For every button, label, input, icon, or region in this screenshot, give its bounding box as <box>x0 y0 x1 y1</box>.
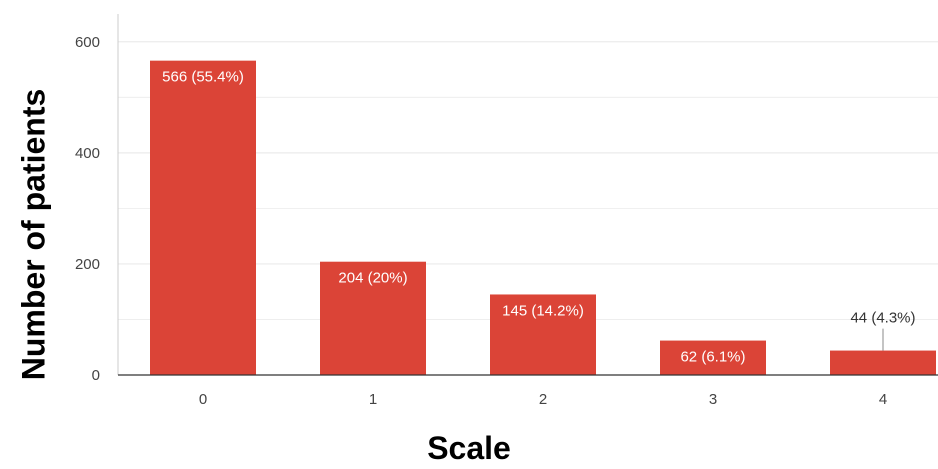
data-labels: 566 (55.4%) 204 (20%) 145 (14.2%) 62 (6.1%)… <box>162 69 915 366</box>
y-tick-label: 400 <box>75 145 100 162</box>
data-label: 145 (14.2%) <box>502 302 584 319</box>
y-tick-label: 600 <box>75 34 100 51</box>
x-axis-title: Scale <box>427 430 511 466</box>
x-tick-label: 0 <box>199 391 207 408</box>
x-tick-labels: 0 1 2 3 4 <box>199 391 887 408</box>
bar <box>830 350 936 375</box>
y-tick-label: 200 <box>75 256 100 273</box>
data-label: 44 (4.3%) <box>850 310 915 327</box>
y-tick-labels: 0 200 400 600 <box>75 34 100 384</box>
data-label: 62 (6.1%) <box>680 349 745 366</box>
y-tick-label: 0 <box>92 367 100 384</box>
data-label: 204 (20%) <box>338 270 407 287</box>
x-tick-label: 2 <box>539 391 547 408</box>
bar <box>660 340 766 375</box>
x-tick-label: 3 <box>709 391 717 408</box>
x-tick-label: 1 <box>369 391 377 408</box>
data-label: 566 (55.4%) <box>162 69 244 86</box>
bar <box>490 294 596 375</box>
x-tick-label: 4 <box>879 391 887 408</box>
bar <box>150 60 256 375</box>
bar-chart: 0 200 400 600 0 1 2 3 4 566 (55.4%) 204 (20%) 145… <box>75 14 938 408</box>
bars <box>150 60 936 375</box>
bar <box>320 261 426 375</box>
